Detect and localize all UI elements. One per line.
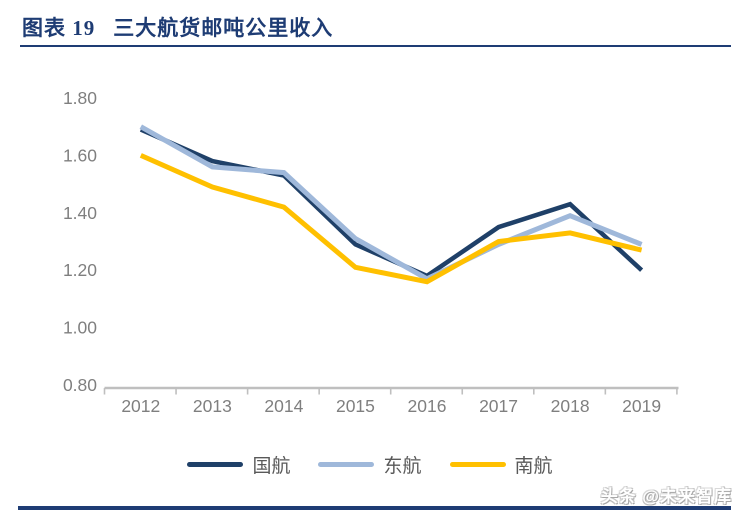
y-axis-tick-label: 1.20 bbox=[63, 260, 97, 280]
x-axis-tick-label: 2017 bbox=[479, 396, 518, 416]
chart-legend: 国航 东航 南航 bbox=[20, 451, 720, 477]
x-axis-tick-label: 2013 bbox=[193, 396, 232, 416]
watermark: 头条 @未来智库 bbox=[600, 487, 732, 506]
y-axis-tick-label: 1.00 bbox=[63, 318, 97, 338]
legend-item-0: 国航 bbox=[187, 451, 290, 478]
x-axis-tick-label: 2019 bbox=[622, 396, 661, 416]
y-axis-tick-label: 1.40 bbox=[63, 203, 97, 223]
legend-line-swatch-icon bbox=[449, 461, 506, 467]
x-axis-tick-label: 2016 bbox=[408, 396, 447, 416]
figure-label: 图表 19 bbox=[22, 16, 96, 40]
legend-label: 国航 bbox=[252, 455, 291, 477]
y-axis-tick-label: 1.60 bbox=[63, 145, 97, 165]
legend-item-1: 东航 bbox=[318, 451, 422, 478]
series-line-0 bbox=[139, 127, 644, 279]
x-axis-tick-label: 2018 bbox=[551, 396, 590, 416]
x-axis-tick-label: 2012 bbox=[121, 396, 160, 416]
bottom-rule bbox=[18, 506, 731, 510]
legend-label: 东航 bbox=[383, 455, 422, 477]
y-axis-tick-label: 1.80 bbox=[63, 88, 97, 108]
y-axis-tick-label: 0.80 bbox=[63, 375, 97, 395]
series-line-2 bbox=[139, 153, 643, 285]
x-axis-tick-label: 2015 bbox=[336, 396, 375, 416]
figure-header: 图表 19 三大航货邮吨公里收入 bbox=[22, 12, 722, 42]
legend-line-swatch-icon bbox=[187, 461, 244, 467]
legend-item-2: 南航 bbox=[449, 451, 553, 478]
series-line-1 bbox=[139, 124, 643, 282]
x-axis-tick-label: 2014 bbox=[264, 396, 303, 416]
line-chart: 1.80 1.60 1.40 1.20 1.00 0.80 2012 2013 2014 2015… bbox=[63, 88, 679, 416]
title-underline bbox=[20, 45, 731, 47]
legend-line-swatch-icon bbox=[318, 461, 375, 467]
legend-label: 南航 bbox=[514, 455, 553, 477]
page-title: 三大航货邮吨公里收入 bbox=[113, 16, 334, 40]
